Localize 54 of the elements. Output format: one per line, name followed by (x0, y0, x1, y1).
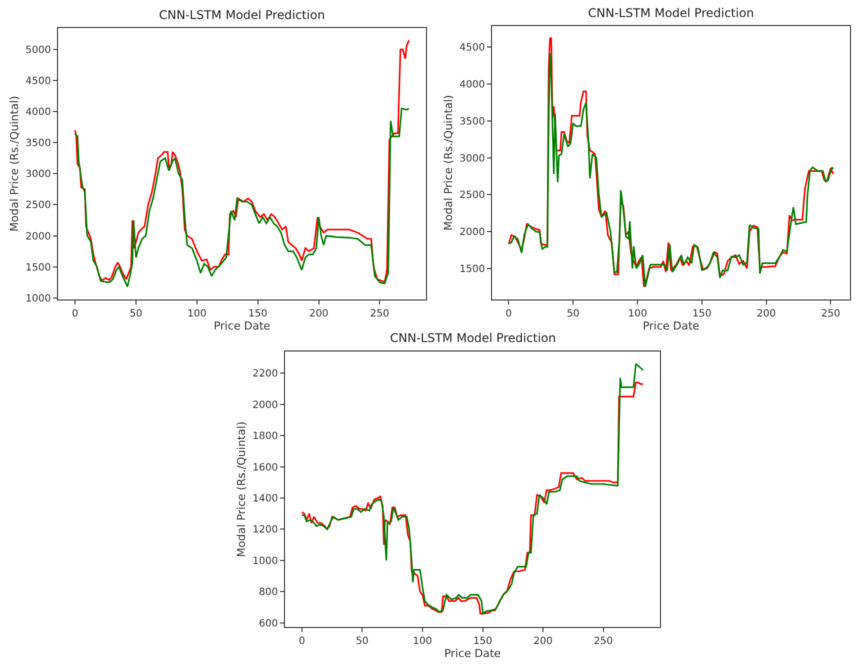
y-axis-title: Modal Price (Rs./Quintal) (8, 96, 22, 232)
x-tick-label: 150 (248, 308, 268, 320)
x-tick-label: 150 (473, 636, 492, 648)
y-tick-label: 1400 (252, 494, 278, 505)
y-tick-label: 2500 (26, 200, 51, 212)
y-tick-label: 1800 (252, 431, 278, 442)
y-tick-label: 3500 (460, 116, 485, 128)
line-series (74, 108, 410, 288)
chart-title: CNN-LSTM Model Prediction (588, 6, 754, 20)
x-tick-label: 0 (72, 308, 78, 320)
x-tick-label: 200 (533, 636, 553, 648)
y-tick-label: 2000 (460, 227, 485, 238)
y-tick-label: 3000 (26, 169, 51, 180)
y-tick-label: 4500 (460, 42, 485, 54)
x-axis-title: Price Date (642, 320, 700, 333)
x-tick-label: 50 (356, 636, 369, 648)
x-tick-label: 100 (412, 636, 432, 648)
x-tick-label: 0 (506, 308, 512, 320)
y-tick-label: 4500 (26, 76, 51, 88)
y-tick-label: 1500 (26, 262, 51, 274)
x-tick-label: 200 (756, 308, 776, 320)
y-tick-label: 3000 (460, 153, 485, 164)
y-tick-label: 1000 (252, 556, 278, 567)
x-axis-title: Price Date (214, 320, 271, 333)
x-tick-label: 250 (594, 636, 613, 648)
x-tick-label: 50 (566, 308, 580, 320)
x-tick-label: 200 (309, 308, 328, 320)
x-tick-label: 250 (821, 308, 840, 320)
line-series (74, 39, 410, 284)
x-tick-label: 0 (298, 636, 306, 648)
y-tick-label: 3500 (26, 138, 51, 150)
y-tick-label: 1500 (460, 264, 485, 275)
y-tick-label: 1000 (26, 293, 51, 304)
y-tick-label: 1600 (252, 462, 278, 474)
x-tick-label: 150 (692, 308, 712, 320)
y-tick-label: 600 (258, 618, 278, 630)
y-tick-label: 4000 (460, 80, 485, 91)
x-axis-title: Price Date (444, 647, 502, 660)
y-tick-label: 800 (258, 587, 278, 598)
chart-title: CNN-LSTM Model Prediction (159, 8, 325, 22)
x-tick-label: 50 (130, 308, 142, 320)
y-tick-label: 1200 (252, 524, 278, 536)
x-tick-label: 100 (187, 308, 206, 320)
y-tick-label: 2000 (26, 231, 51, 242)
y-tick-label: 4000 (26, 107, 51, 118)
y-axis-title: Modal Price (Rs./Quintal) (442, 94, 456, 231)
y-axis-title: Modal Price (Rs./Quintal) (235, 421, 248, 558)
y-tick-label: 2000 (252, 400, 278, 411)
y-tick-label: 5000 (26, 45, 51, 56)
y-tick-label: 2500 (460, 190, 485, 202)
x-tick-label: 250 (370, 308, 390, 320)
chart-title: CNN-LSTM Model Prediction (390, 331, 556, 345)
y-tick-label: 2200 (252, 368, 278, 380)
x-tick-label: 100 (628, 308, 648, 320)
